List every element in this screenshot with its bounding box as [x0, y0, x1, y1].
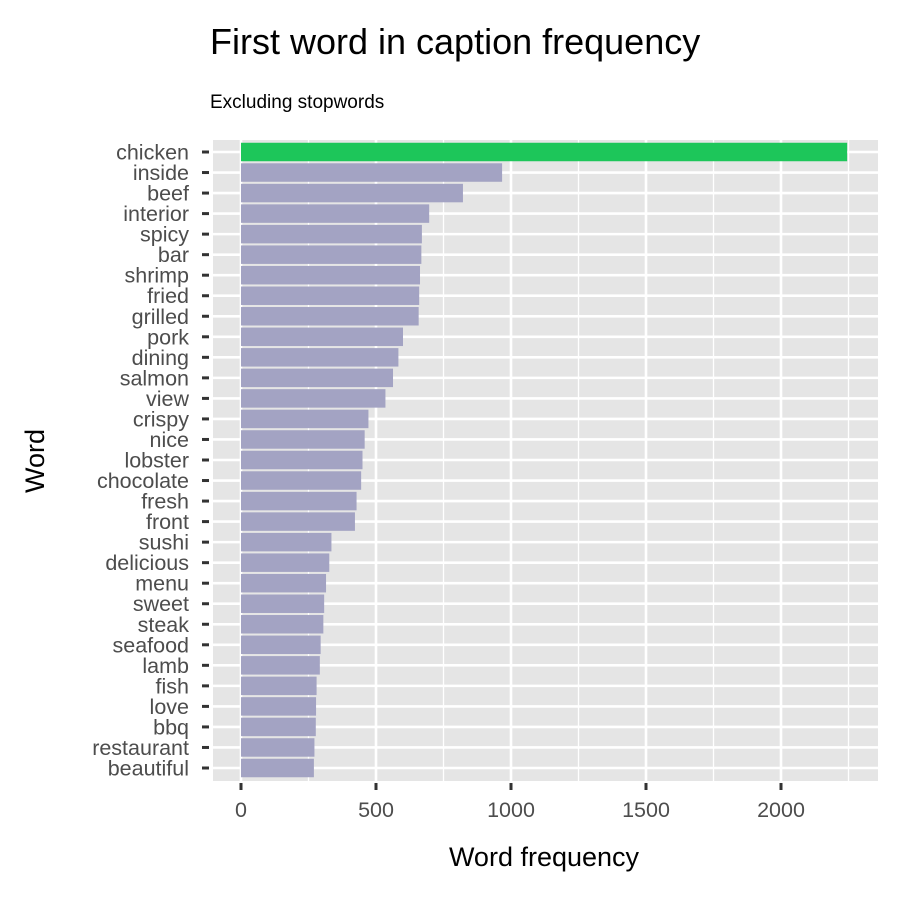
y-tick-label: delicious [105, 551, 189, 575]
y-tick-label: steak [138, 613, 190, 637]
bar-chicken [241, 142, 848, 162]
y-tick-label: front [146, 510, 189, 534]
bar-lobster [241, 450, 363, 470]
bar-menu [241, 573, 327, 593]
y-tick-label: chocolate [97, 469, 189, 493]
y-tick-label: spicy [140, 223, 189, 247]
bar-bbq [241, 717, 316, 737]
y-tick-label: sweet [133, 592, 189, 616]
chart-title: First word in caption frequency [210, 21, 700, 62]
bar-steak [241, 615, 324, 634]
bar-fresh [241, 491, 357, 511]
bar-grilled [241, 307, 419, 326]
y-tick-label: beautiful [108, 757, 189, 781]
y-tick-label: beef [147, 182, 189, 206]
y-axis-title: Word [20, 429, 50, 493]
y-tick-label: crispy [133, 407, 189, 431]
chart-subtitle: Excluding stopwords [210, 92, 384, 113]
bar-restaurant [241, 738, 315, 757]
y-tick-label: lamb [142, 654, 189, 678]
bar-salmon [241, 368, 394, 388]
y-tick-label: interior [123, 202, 189, 226]
bar-lamb [241, 656, 320, 675]
y-tick-label: shrimp [124, 264, 189, 288]
y-tick-label: nice [150, 428, 189, 452]
bar-beautiful [241, 758, 314, 778]
y-tick-label: fresh [141, 490, 189, 514]
y-tick-label: fish [156, 674, 189, 698]
bar-view [241, 389, 386, 408]
y-tick-label: view [146, 387, 189, 411]
y-tick-label: sushi [139, 531, 189, 555]
bar-fried [241, 286, 420, 305]
y-tick-label: inside [133, 161, 189, 185]
x-tick-label: 1000 [487, 798, 535, 822]
y-tick-label: restaurant [92, 736, 189, 760]
y-axis-ticks: chickeninsidebeefinteriorspicybarshrimpf… [92, 141, 209, 781]
x-tick-label: 500 [358, 798, 394, 822]
y-tick-label: lobster [124, 449, 189, 473]
y-tick-label: bar [158, 243, 189, 267]
bar-crispy [241, 409, 369, 429]
bar-beef [241, 183, 463, 203]
x-axis-title: Word frequency [449, 842, 640, 872]
y-tick-label: pork [147, 325, 189, 349]
bar-dining [241, 348, 399, 367]
bar-love [241, 697, 317, 716]
x-tick-label: 0 [235, 798, 247, 822]
bar-spicy [241, 224, 422, 244]
bar-sushi [241, 532, 332, 552]
bar-front [241, 512, 355, 531]
y-tick-label: menu [135, 572, 189, 596]
bar-nice [241, 430, 365, 449]
bar-delicious [241, 553, 330, 572]
y-tick-label: dining [132, 346, 189, 370]
x-tick-label: 2000 [757, 798, 805, 822]
bar-fish [241, 676, 317, 696]
y-tick-label: fried [147, 284, 189, 308]
y-tick-label: bbq [153, 715, 189, 739]
y-tick-label: love [150, 695, 189, 719]
y-tick-label: grilled [132, 305, 189, 329]
x-axis-ticks: 0 500 1000 1500 2000 [235, 783, 805, 822]
bars [241, 142, 848, 778]
bar-chocolate [241, 471, 362, 490]
bar-interior [241, 204, 430, 223]
bar-bar [241, 245, 422, 264]
bar-inside [241, 163, 503, 182]
bar-shrimp [241, 265, 421, 285]
x-tick-label: 1500 [622, 798, 670, 822]
y-tick-label: salmon [120, 366, 189, 390]
bar-pork [241, 327, 403, 347]
bar-seafood [241, 635, 321, 655]
y-tick-label: chicken [116, 141, 189, 165]
bar-sweet [241, 594, 325, 613]
y-tick-label: seafood [112, 633, 189, 657]
